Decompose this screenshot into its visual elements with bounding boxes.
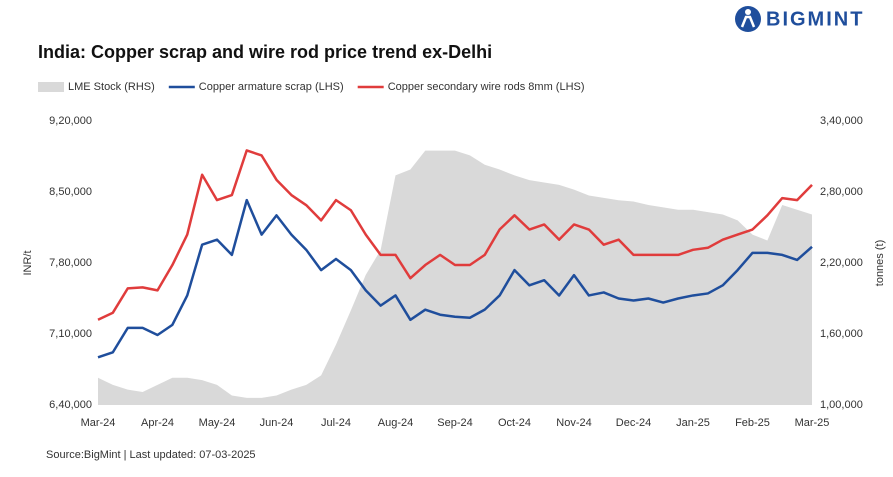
y-tick-label: 9,20,000 [49,115,92,127]
x-tick-label: Feb-25 [735,417,770,429]
y-tick-label: 7,10,000 [49,328,92,340]
x-tick-label: Mar-24 [81,417,116,429]
y2-tick-label: 1,00,000 [820,399,863,411]
y2-tick-label: 2,20,000 [820,257,863,269]
y2-tick-label: 3,40,000 [820,115,863,127]
area [98,150,812,405]
legend-label: Copper secondary wire rods 8mm (LHS) [388,81,585,93]
x-tick-label: Dec-24 [616,417,651,429]
x-tick-label: Aug-24 [378,417,413,429]
y-tick-label: 8,50,000 [49,186,92,198]
legend-label: LME Stock (RHS) [68,81,155,93]
chart-title: India: Copper scrap and wire rod price t… [38,42,492,62]
x-tick-label: Nov-24 [556,417,591,429]
source-note: Source:BigMint | Last updated: 07-03-202… [46,449,256,461]
line [97,198,813,359]
x-tick-label: Jul-24 [321,417,351,429]
y2-tick-label: 2,80,000 [820,186,863,198]
y2-tick-label: 1,60,000 [820,328,863,340]
y-axis-label: INR/t [22,250,34,275]
x-tick-label: Mar-25 [795,417,830,429]
x-tick-label: Sep-24 [437,417,472,429]
x-tick-label: Oct-24 [498,417,531,429]
x-tick-label: Jun-24 [260,417,294,429]
y2-axis-label: tonnes (t) [874,240,886,286]
logo: BIGMINT [735,6,864,32]
x-tick-label: Jan-25 [676,417,710,429]
x-tick-label: Apr-24 [141,417,174,429]
x-tick-label: May-24 [199,417,236,429]
logo-icon-head [745,9,751,15]
logo-icon-body [740,15,756,28]
y-tick-label: 7,80,000 [49,257,92,269]
legend-swatch [38,82,64,92]
y-tick-label: 6,40,000 [49,399,92,411]
logo-text: BIGMINT [766,8,864,30]
legend-label: Copper armature scrap (LHS) [199,81,344,93]
line [97,149,813,321]
